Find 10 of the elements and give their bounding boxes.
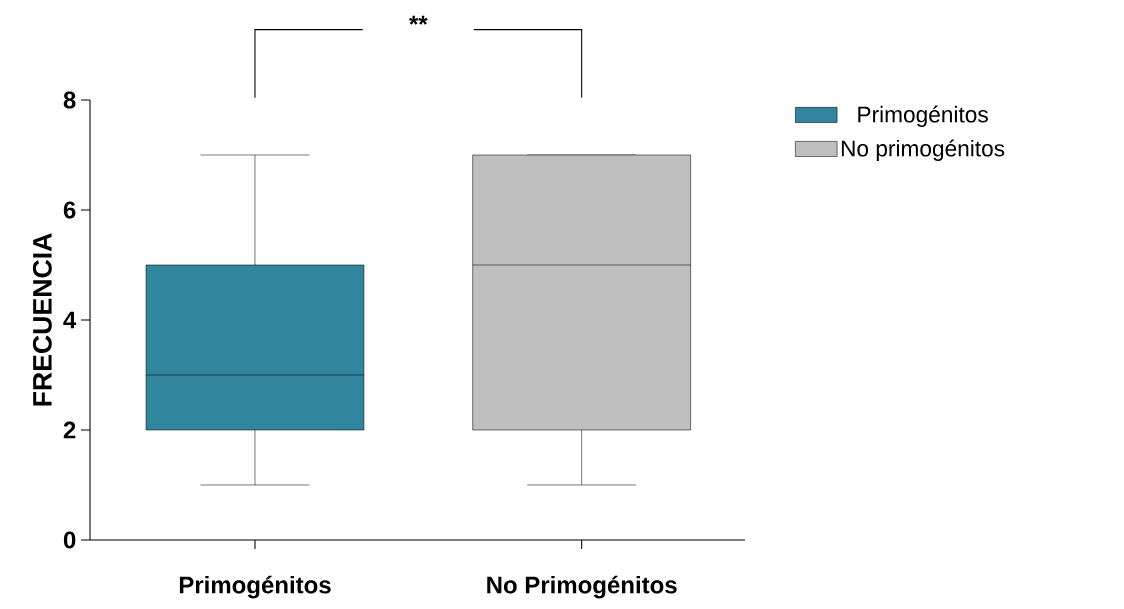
y-tick-label: 0 bbox=[63, 531, 76, 549]
x-tick-label: No Primogénitos bbox=[487, 575, 677, 599]
y-axis-title: FRECUENCIA bbox=[32, 233, 52, 406]
y-tick-label: 2 bbox=[63, 421, 76, 439]
legend-label: No primogénitos bbox=[841, 139, 1005, 162]
text: ** bbox=[409, 15, 428, 25]
y-tick-label: 6 bbox=[63, 201, 76, 219]
y-tick-label: 4 bbox=[63, 311, 77, 329]
y-tick-label: 8 bbox=[63, 91, 76, 109]
legend-label: Primogénitos bbox=[858, 105, 988, 127]
